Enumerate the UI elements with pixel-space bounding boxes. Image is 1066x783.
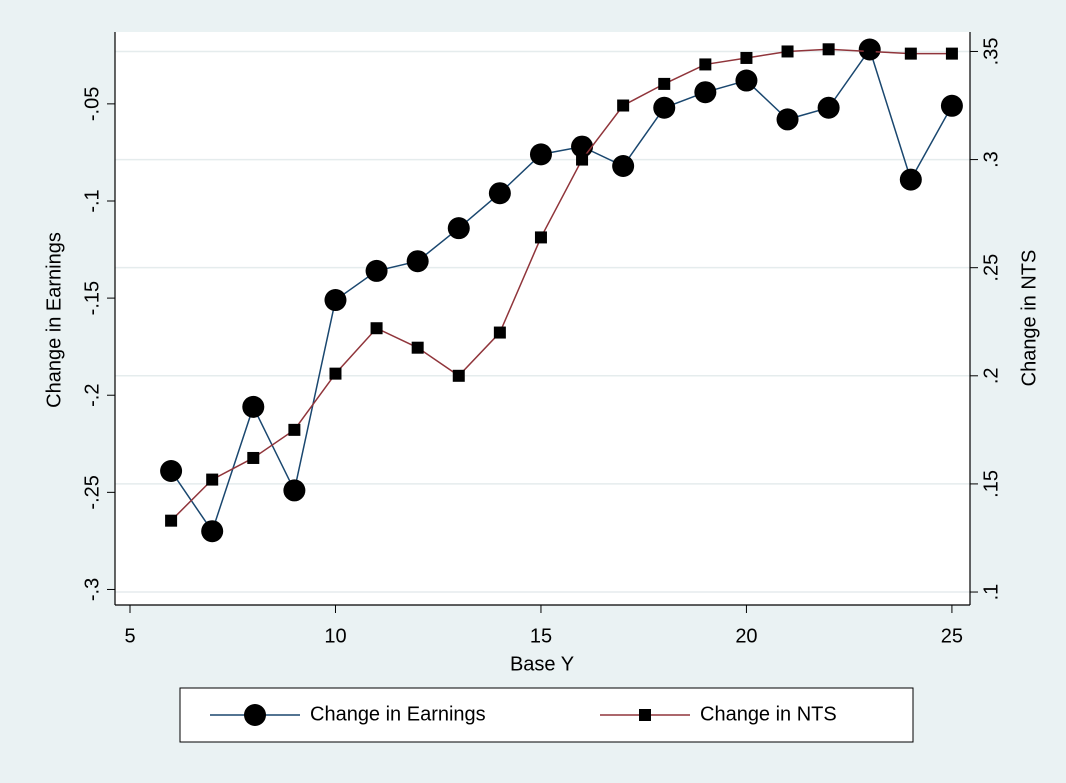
marker [447,217,470,240]
marker [283,479,306,502]
legend-marker [639,709,651,721]
y-tick-label: -.1 [81,189,103,212]
marker [694,81,717,104]
y-axis-title: Change in Earnings [43,232,65,408]
marker [658,77,671,90]
marker [165,514,178,527]
marker [822,43,835,56]
x-tick-label: 20 [735,625,757,647]
y2-tick-label: .25 [980,254,1002,282]
marker [529,143,552,166]
marker [776,108,799,131]
marker [242,395,265,418]
marker [863,45,876,58]
y-tick-label: -.3 [81,578,103,601]
x-tick-label: 10 [324,625,346,647]
marker [940,94,963,117]
marker [617,99,630,112]
marker [365,259,388,282]
y2-tick-label: .1 [980,584,1002,601]
series-line [170,48,952,522]
marker [406,250,429,273]
marker [781,45,794,58]
x-tick-label: 25 [941,625,963,647]
marker [488,182,511,205]
x-tick-label: 5 [124,625,135,647]
marker [817,96,840,119]
y-tick-label: -.25 [81,475,103,509]
marker [411,341,424,354]
marker [452,369,465,382]
marker [206,473,219,486]
y-tick-label: -.05 [81,87,103,121]
marker [160,459,183,482]
y2-tick-label: .3 [980,151,1002,168]
marker [699,58,712,71]
plot-area [115,32,970,605]
marker [247,451,260,464]
marker [735,69,758,92]
y2-tick-label: .15 [980,470,1002,498]
y-tick-label: -.2 [81,384,103,407]
x-tick-label: 15 [530,625,552,647]
y2-tick-label: .2 [980,367,1002,384]
x-axis-title: Base Y [510,653,574,675]
y2-tick-label: .35 [980,38,1002,66]
legend-box [179,687,914,743]
marker [370,322,383,335]
marker [740,51,753,64]
marker [576,153,589,166]
marker [201,520,224,543]
y2-axis-title: Change in NTS [1018,250,1040,387]
legend-label: Change in Earnings [310,703,486,725]
legend-marker [244,704,266,726]
y-tick-label: -.15 [81,281,103,315]
marker [653,96,676,119]
marker [329,367,342,380]
marker [945,47,958,60]
marker [324,289,347,312]
legend-label: Change in NTS [700,703,837,725]
marker [904,47,917,60]
marker [612,155,635,178]
marker [288,423,301,436]
marker [899,168,922,191]
marker [534,231,547,244]
marker [493,326,506,339]
